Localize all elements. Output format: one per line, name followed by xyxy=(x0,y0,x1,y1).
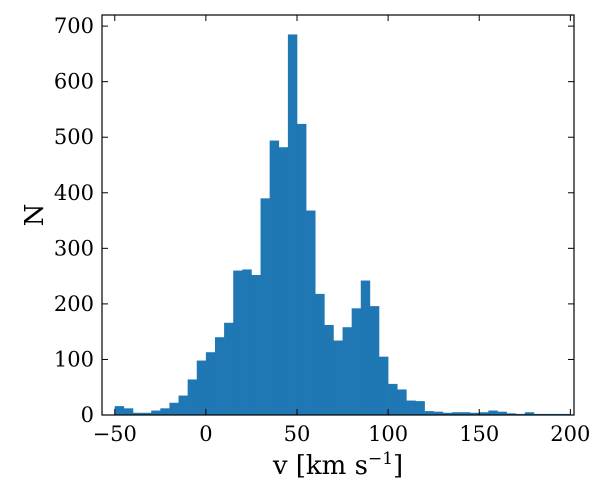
histogram-bar xyxy=(296,123,307,415)
histogram-bar xyxy=(132,412,143,415)
y-tick-label: 600 xyxy=(54,70,94,94)
histogram-bar xyxy=(242,269,252,415)
histogram-bar xyxy=(406,400,416,415)
y-tick-label: 500 xyxy=(54,125,94,149)
histogram-bar xyxy=(488,410,498,415)
histogram-bar xyxy=(479,412,489,415)
histogram-bar xyxy=(260,198,270,415)
histogram-bar xyxy=(470,412,480,415)
histogram-bar xyxy=(315,293,325,415)
x-tick-label: −50 xyxy=(93,422,137,446)
x-tick-label: 150 xyxy=(459,422,499,446)
histogram-bar xyxy=(169,402,179,415)
x-tick-label: 200 xyxy=(550,422,590,446)
histogram-bar xyxy=(360,280,371,415)
histogram-bar xyxy=(388,383,398,415)
histogram-bar xyxy=(142,412,152,415)
y-tick-label: 200 xyxy=(54,292,94,316)
y-tick-label: 700 xyxy=(54,14,94,38)
histogram-bar xyxy=(205,352,216,415)
histogram-bar xyxy=(306,210,316,415)
y-tick-label: 300 xyxy=(54,236,94,260)
histogram-bar xyxy=(123,408,134,415)
x-axis-label: v [km s−1] xyxy=(272,449,403,481)
histogram-bar xyxy=(379,356,389,415)
histogram-bar xyxy=(287,34,298,415)
histogram-bar xyxy=(369,306,380,415)
y-tick-label: 400 xyxy=(54,181,94,205)
histogram-bar xyxy=(196,360,207,415)
histogram-bar xyxy=(251,275,261,415)
histogram-bar xyxy=(114,406,125,415)
histogram-bar xyxy=(415,401,425,415)
histogram-bar xyxy=(451,412,462,415)
plot-frame xyxy=(101,14,575,416)
histogram-bar xyxy=(160,408,170,415)
histogram-bar xyxy=(269,140,280,416)
histogram-bar xyxy=(497,411,507,415)
y-tick-label: 0 xyxy=(81,403,94,427)
histogram-bar xyxy=(214,337,225,415)
histogram-bar xyxy=(397,389,407,415)
histogram-bar xyxy=(524,412,535,415)
histogram-bar xyxy=(351,308,362,415)
histogram-bar xyxy=(442,412,453,415)
histogram-bar xyxy=(506,413,516,415)
histogram-bar xyxy=(324,325,334,415)
histogram-bar xyxy=(424,411,434,415)
histogram-bar xyxy=(187,379,198,415)
histogram-bar xyxy=(224,322,234,415)
histogram-bar xyxy=(433,411,444,415)
y-tick-label: 100 xyxy=(54,347,94,371)
x-tick-label: 0 xyxy=(199,422,212,446)
histogram-bar xyxy=(342,327,352,415)
x-axis-label-unit-exponent: −1 xyxy=(368,449,393,469)
x-axis-label-suffix: ] xyxy=(393,451,403,481)
bars xyxy=(114,34,571,416)
histogram-bar xyxy=(278,147,289,415)
histogram-bar xyxy=(151,410,161,415)
x-tick-label: 50 xyxy=(284,422,311,446)
histogram-bar xyxy=(233,270,243,415)
x-tick-label: 100 xyxy=(368,422,408,446)
histogram-bar xyxy=(178,395,188,415)
histogram-bar xyxy=(461,412,471,415)
y-axis-label: N xyxy=(20,204,50,227)
x-axis-label-main: v [km s xyxy=(272,451,368,481)
histogram-bar xyxy=(333,340,343,415)
